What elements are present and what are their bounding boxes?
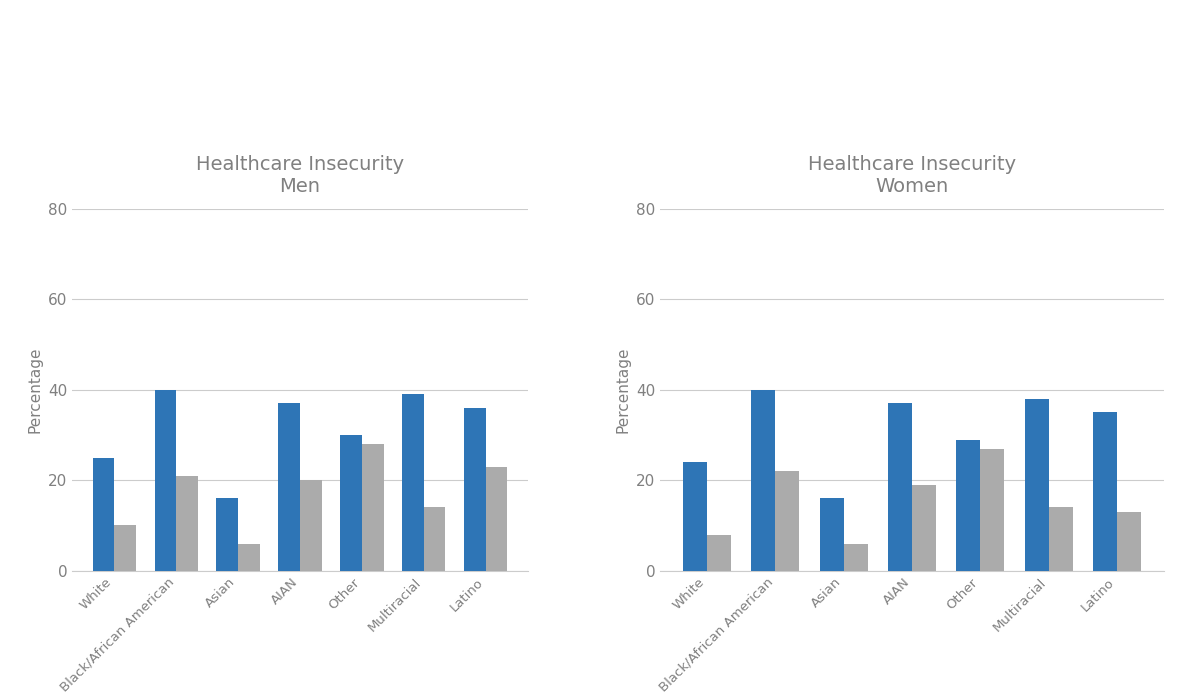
Bar xyxy=(424,507,445,571)
Title: Healthcare Insecurity
Men: Healthcare Insecurity Men xyxy=(196,155,404,196)
Bar xyxy=(92,458,114,571)
Bar xyxy=(820,498,844,571)
Bar xyxy=(775,471,799,571)
Bar xyxy=(486,467,508,571)
Bar xyxy=(751,390,775,571)
Bar xyxy=(216,498,238,571)
Title: Healthcare Insecurity
Women: Healthcare Insecurity Women xyxy=(808,155,1016,196)
Bar xyxy=(1049,507,1073,571)
Bar xyxy=(683,462,707,571)
Bar xyxy=(980,449,1004,571)
Bar xyxy=(1025,399,1049,571)
Y-axis label: Percentage: Percentage xyxy=(28,347,42,433)
Bar xyxy=(956,440,980,571)
Bar xyxy=(155,390,176,571)
Y-axis label: Percentage: Percentage xyxy=(616,347,630,433)
Bar xyxy=(464,408,486,571)
Bar xyxy=(888,404,912,571)
Bar xyxy=(844,544,868,571)
Bar xyxy=(1117,512,1141,571)
Bar xyxy=(402,394,424,571)
Bar xyxy=(362,444,384,571)
Bar xyxy=(176,476,198,571)
Bar xyxy=(707,535,731,571)
Bar xyxy=(278,404,300,571)
Bar xyxy=(114,525,136,571)
Bar xyxy=(1093,412,1117,571)
Bar xyxy=(300,480,322,571)
Bar xyxy=(238,544,259,571)
Bar xyxy=(912,484,936,571)
Bar xyxy=(341,435,362,571)
